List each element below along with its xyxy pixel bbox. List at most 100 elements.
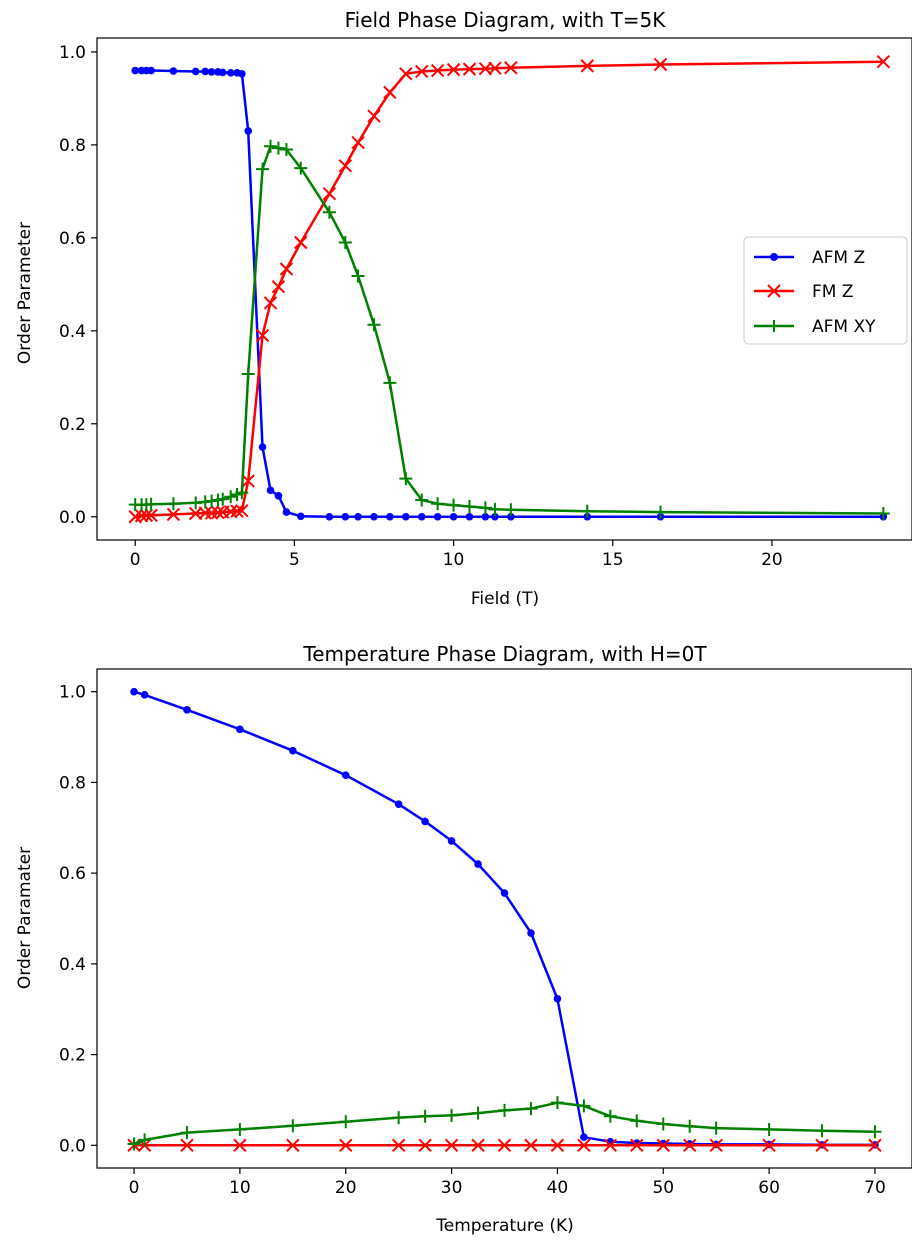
data-point [354, 512, 362, 521]
data-point [553, 994, 562, 1003]
legend-marker [767, 284, 781, 298]
data-point [430, 63, 445, 78]
data-point [201, 67, 210, 76]
data-point [876, 507, 890, 521]
data-point [282, 508, 291, 516]
data-point [603, 1138, 618, 1153]
chart-temperature: Temperature Phase Diagram, with H=0T Tem… [15, 642, 912, 1236]
data-point [431, 497, 445, 511]
data-point [138, 1133, 152, 1147]
data-point [322, 205, 336, 219]
plot-area: 0 5 10 15 20 0.0 0.2 0.4 0.6 0.8 1.0 [59, 43, 891, 570]
y-tick-label: 0.0 [59, 508, 86, 528]
data-point [258, 443, 267, 451]
data-point [183, 706, 191, 714]
data-point [507, 512, 515, 521]
legend-label: FM Z [812, 282, 854, 302]
x-axis-label: Field (T) [471, 589, 539, 609]
data-point [580, 504, 594, 518]
data-point [233, 1122, 247, 1136]
data-point [198, 506, 212, 520]
data-point [180, 1138, 194, 1153]
legend-box [743, 236, 908, 345]
data-point [504, 503, 518, 517]
data-point [524, 1102, 538, 1116]
data-point [433, 512, 442, 521]
data-point [139, 508, 154, 523]
data-point [488, 502, 502, 516]
data-point [504, 61, 518, 75]
data-point [577, 1099, 591, 1113]
data-point [402, 512, 410, 521]
data-point [394, 800, 403, 808]
data-point [216, 492, 230, 506]
data-point [370, 512, 378, 521]
x-tick-label: 60 [758, 1178, 780, 1198]
plot-frame [96, 37, 912, 541]
data-point [325, 512, 334, 521]
data-point [762, 1138, 776, 1153]
series-afm-z [131, 66, 888, 521]
series-line [133, 1101, 876, 1146]
data-point [131, 66, 140, 75]
data-point [235, 504, 249, 518]
plot-area: 0 10 20 30 40 50 60 70 0.0 0.2 0.4 0.6 0.8 1.0 [59, 683, 886, 1198]
data-point [338, 159, 353, 173]
data-point [191, 67, 200, 76]
x-tick-label: 5 [289, 550, 300, 570]
legend-item-fm-z: FM Z [754, 282, 854, 302]
data-point [392, 1111, 406, 1125]
data-point [524, 1138, 538, 1153]
x-tick-label: 20 [761, 550, 783, 570]
data-point [488, 61, 502, 75]
data-point [449, 512, 458, 521]
y-tick-label: 0.8 [59, 773, 86, 793]
data-point [876, 54, 891, 69]
x-tick-label: 30 [441, 1178, 463, 1198]
data-point [207, 68, 216, 76]
data-point [338, 236, 352, 250]
data-point [286, 1138, 300, 1153]
data-point [180, 1126, 194, 1140]
x-tick-label: 10 [443, 550, 465, 570]
series-fm-z [128, 54, 891, 524]
data-point [351, 269, 365, 283]
data-point [653, 505, 667, 519]
data-point [294, 161, 308, 175]
data-point [417, 512, 426, 521]
data-point [471, 1138, 485, 1153]
data-point [383, 376, 397, 390]
data-point [279, 143, 293, 157]
data-point [447, 498, 461, 512]
legend-item-afm-z: AFM Z [754, 248, 865, 268]
data-point [322, 187, 337, 201]
series-afm-xy [127, 1096, 882, 1151]
data-point [630, 1114, 644, 1128]
y-tick-label: 1.0 [59, 683, 86, 703]
data-point [462, 500, 476, 514]
y-axis-label: Order Paramater [15, 847, 35, 989]
data-point [550, 1096, 564, 1110]
data-point [169, 67, 178, 75]
data-point [144, 497, 158, 511]
chart-title: Temperature Phase Diagram, with H=0T [302, 642, 707, 666]
x-tick-label: 20 [335, 1178, 357, 1198]
data-point [339, 1115, 353, 1129]
data-point [418, 1109, 432, 1123]
data-point [341, 771, 350, 779]
x-tick-label: 10 [229, 1178, 251, 1198]
y-tick-label: 0.6 [59, 864, 86, 884]
data-point [527, 929, 535, 937]
plot-frame [96, 668, 912, 1169]
data-point [603, 1109, 617, 1123]
data-point [446, 62, 461, 77]
data-point [211, 505, 225, 520]
data-point [709, 1138, 723, 1153]
data-point [255, 328, 270, 343]
data-point [491, 512, 499, 521]
legend-marker [768, 320, 780, 332]
legend-item-afm-xy: AFM XY [754, 317, 876, 337]
x-axis-label: Temperature (K) [435, 1216, 574, 1236]
data-point [447, 837, 456, 845]
